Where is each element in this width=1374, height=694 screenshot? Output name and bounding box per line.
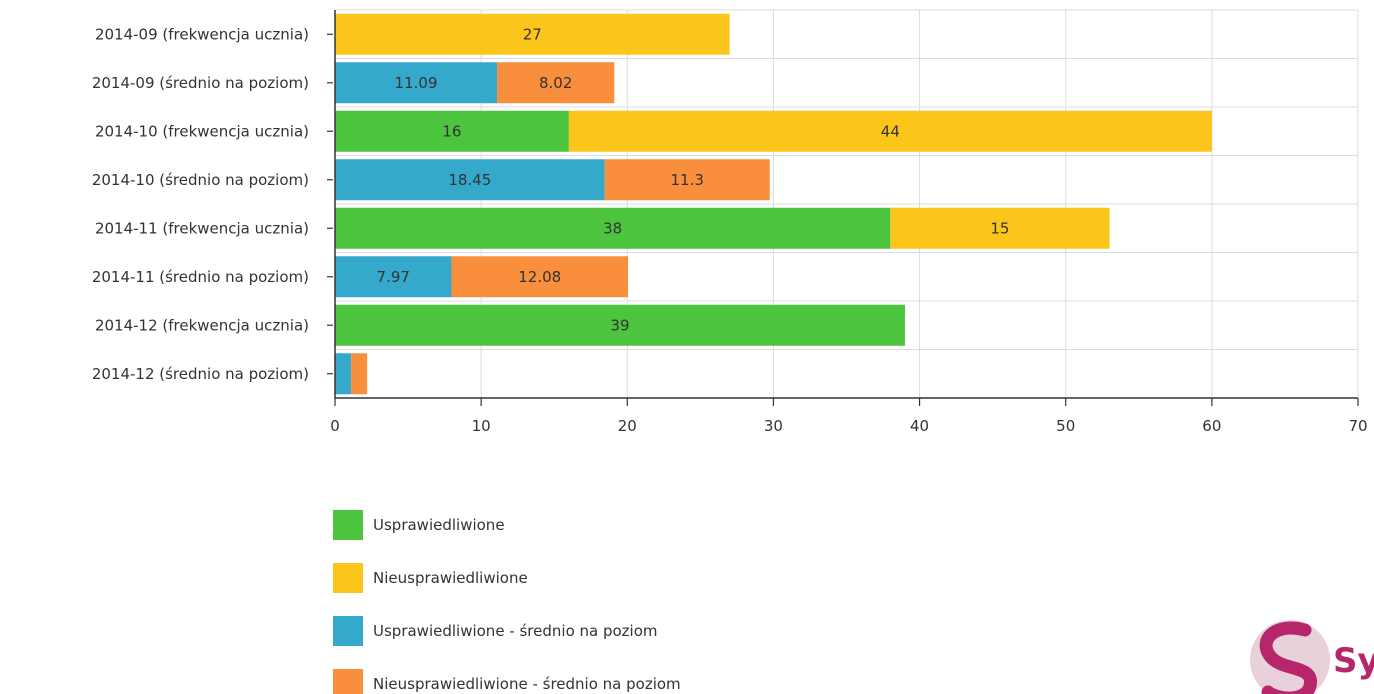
category-label: 2014-11 (średnio na poziom) [92, 268, 309, 286]
x-tick-label: 70 [1348, 417, 1367, 435]
data-label: 16 [442, 122, 461, 140]
category-label: 2014-12 (średnio na poziom) [92, 365, 309, 383]
bar-segment [335, 207, 891, 249]
x-tick-label: 50 [1056, 417, 1075, 435]
category-label: 2014-10 (średnio na poziom) [92, 171, 309, 189]
data-label: 12.08 [518, 268, 561, 286]
legend-label: Nieusprawiedliwione [373, 569, 528, 587]
legend-label: Usprawiedliwione - średnio na poziom [373, 622, 658, 640]
data-label: 11.09 [395, 74, 438, 92]
bar-segment [351, 353, 368, 395]
bar-segment [335, 13, 730, 55]
legend-label: Nieusprawiedliwione - średnio na poziom [373, 675, 681, 693]
legend-label: Usprawiedliwione [373, 516, 505, 534]
x-tick-label: 40 [910, 417, 929, 435]
bar-layer: 27 11.09 8.02 16 44 18.45 11.3 38 15 7.97 12.08 39 [335, 13, 1212, 395]
x-tick-label: 60 [1202, 417, 1221, 435]
category-label: 2014-09 (średnio na poziom) [92, 74, 309, 92]
data-label: 8.02 [539, 74, 572, 92]
category-label: 2014-09 (frekwencja ucznia) [95, 25, 309, 43]
bar-segment [335, 62, 498, 104]
bar-segment [335, 159, 605, 201]
data-label: 27 [523, 25, 542, 43]
x-tick-label: 10 [472, 417, 491, 435]
legend-swatch [333, 510, 363, 540]
bar-segment [568, 110, 1212, 152]
data-label: 38 [603, 219, 622, 237]
legend: Usprawiedliwione Nieusprawiedliwione Uspra… [333, 510, 681, 694]
bar-segment [335, 353, 352, 395]
logo-swirl-icon [1259, 621, 1317, 694]
legend-swatch [333, 563, 363, 593]
bar-segment [335, 304, 905, 346]
x-tick-label: 20 [618, 417, 637, 435]
bar-segment [335, 256, 452, 298]
bar-segment [497, 62, 615, 104]
legend-swatch [333, 669, 363, 694]
data-label: 7.97 [377, 268, 410, 286]
data-label: 18.45 [448, 171, 491, 189]
data-label: 39 [610, 316, 629, 334]
logo-text: Sy [1333, 641, 1374, 681]
data-label: 44 [881, 122, 900, 140]
x-tick-label: 0 [330, 417, 340, 435]
data-label: 15 [990, 219, 1009, 237]
axis-layer: 2014-09 (frekwencja ucznia) 2014-09 (śred… [92, 10, 1368, 435]
grid-layer [335, 9, 1359, 399]
category-label: 2014-12 (frekwencja ucznia) [95, 316, 309, 334]
legend-swatch [333, 616, 363, 646]
category-label: 2014-11 (frekwencja ucznia) [95, 219, 309, 237]
bar-segment [604, 159, 770, 201]
bar-segment [451, 256, 629, 298]
bar-segment [335, 110, 569, 152]
data-label: 11.3 [671, 171, 704, 189]
logo: Sy [1250, 620, 1374, 694]
bar-segment [890, 207, 1110, 249]
category-label: 2014-10 (frekwencja ucznia) [95, 122, 309, 140]
x-tick-label: 30 [764, 417, 783, 435]
